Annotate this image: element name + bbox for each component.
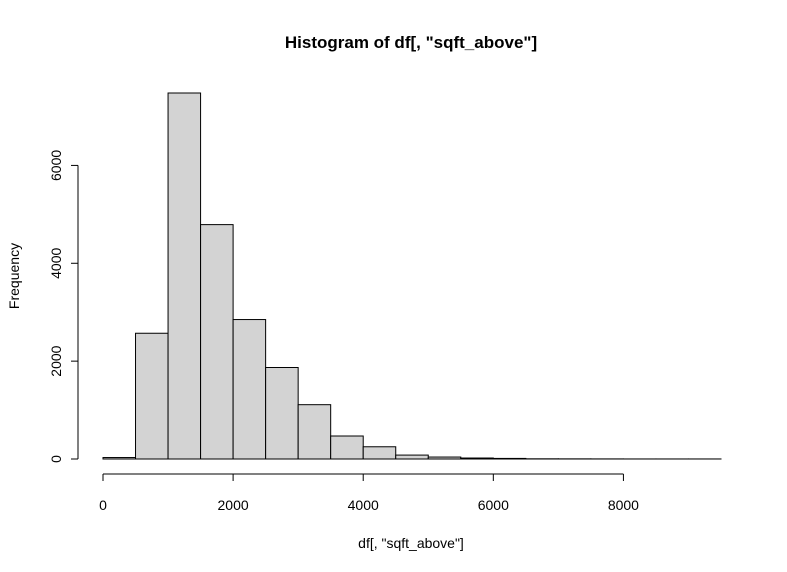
x-axis-label: df[, "sqft_above"] bbox=[358, 535, 464, 551]
y-tick-label-0: 0 bbox=[48, 455, 64, 463]
histogram-bar-10 bbox=[427, 456, 462, 460]
histogram-bar-12 bbox=[492, 457, 527, 460]
y-axis: 0 2000 4000 6000 bbox=[48, 150, 79, 463]
y-ticks: 0 2000 4000 6000 bbox=[48, 150, 78, 463]
x-ticks: 0 2000 4000 6000 8000 bbox=[99, 474, 639, 513]
histogram-bar-0 bbox=[102, 457, 137, 460]
histogram-bar-1 bbox=[135, 332, 169, 460]
histogram-bar-8 bbox=[362, 446, 397, 460]
histogram-bar-3 bbox=[200, 224, 234, 460]
histogram-bar-11 bbox=[460, 457, 494, 460]
x-tick-label-4: 8000 bbox=[608, 497, 639, 513]
x-tick-label-3: 6000 bbox=[478, 497, 509, 513]
x-tick-label-2: 4000 bbox=[348, 497, 379, 513]
x-tick-label-1: 2000 bbox=[218, 497, 249, 513]
histogram-bar-5 bbox=[265, 367, 299, 460]
histogram-bar-6 bbox=[297, 404, 332, 460]
histogram-bar-4 bbox=[232, 319, 267, 460]
histogram-bar-7 bbox=[330, 435, 364, 460]
histogram-bars bbox=[102, 92, 722, 460]
y-tick-label-3: 6000 bbox=[48, 150, 64, 181]
histogram-bar-9 bbox=[395, 454, 429, 460]
y-tick-label-1: 2000 bbox=[48, 345, 64, 376]
y-axis-label: Frequency bbox=[6, 243, 22, 309]
y-tick-label-2: 4000 bbox=[48, 247, 64, 278]
x-axis: 0 2000 4000 6000 8000 bbox=[99, 473, 639, 513]
chart-title: Histogram of df[, "sqft_above"] bbox=[285, 33, 537, 52]
x-tick-label-0: 0 bbox=[99, 497, 107, 513]
histogram-bar-2 bbox=[167, 92, 202, 460]
